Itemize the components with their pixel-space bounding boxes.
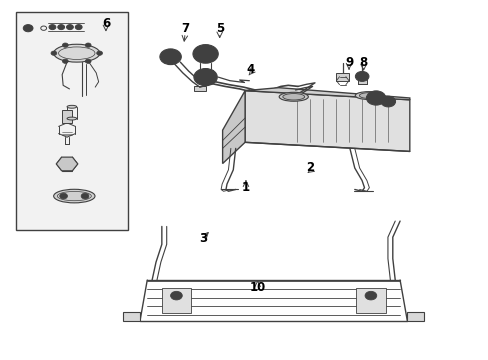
- Ellipse shape: [67, 105, 77, 108]
- Bar: [162, 288, 191, 313]
- Circle shape: [380, 96, 395, 107]
- Polygon shape: [122, 312, 140, 321]
- Circle shape: [198, 72, 212, 82]
- Bar: [357, 76, 366, 84]
- Ellipse shape: [67, 117, 77, 120]
- Circle shape: [198, 48, 213, 60]
- Text: 10: 10: [249, 282, 265, 294]
- Circle shape: [160, 49, 181, 64]
- Ellipse shape: [54, 44, 100, 62]
- Bar: [16, 12, 127, 230]
- Bar: [194, 86, 205, 91]
- Circle shape: [23, 24, 33, 32]
- Text: 3: 3: [199, 233, 207, 246]
- Text: 1: 1: [242, 181, 249, 194]
- Text: 2: 2: [306, 161, 314, 174]
- Text: 8: 8: [359, 55, 367, 69]
- Ellipse shape: [282, 94, 304, 100]
- Polygon shape: [56, 157, 78, 171]
- Circle shape: [85, 43, 91, 47]
- Circle shape: [164, 53, 176, 61]
- Text: 5: 5: [215, 22, 224, 35]
- Circle shape: [355, 71, 368, 81]
- Ellipse shape: [355, 92, 381, 99]
- Polygon shape: [244, 91, 409, 152]
- Circle shape: [66, 24, 73, 30]
- Circle shape: [193, 45, 218, 63]
- Circle shape: [202, 51, 208, 57]
- Circle shape: [194, 68, 217, 86]
- Text: 6: 6: [102, 17, 110, 30]
- Circle shape: [97, 51, 102, 55]
- Circle shape: [62, 59, 68, 63]
- Text: 4: 4: [246, 63, 254, 76]
- Circle shape: [51, 51, 57, 55]
- Ellipse shape: [54, 189, 95, 203]
- Circle shape: [170, 291, 182, 300]
- Circle shape: [49, 24, 56, 30]
- Bar: [336, 73, 348, 81]
- Circle shape: [58, 24, 64, 30]
- Circle shape: [366, 91, 385, 105]
- Text: 9: 9: [344, 55, 352, 69]
- Ellipse shape: [359, 93, 377, 98]
- Polygon shape: [407, 312, 424, 321]
- Bar: [356, 288, 385, 313]
- Bar: [61, 111, 72, 123]
- Circle shape: [81, 193, 89, 199]
- Circle shape: [60, 193, 67, 199]
- Circle shape: [75, 24, 82, 30]
- Text: 7: 7: [181, 22, 189, 35]
- Polygon shape: [222, 91, 244, 163]
- Circle shape: [365, 291, 376, 300]
- Polygon shape: [244, 87, 409, 100]
- Ellipse shape: [279, 92, 308, 101]
- Circle shape: [62, 43, 68, 47]
- Circle shape: [85, 59, 91, 63]
